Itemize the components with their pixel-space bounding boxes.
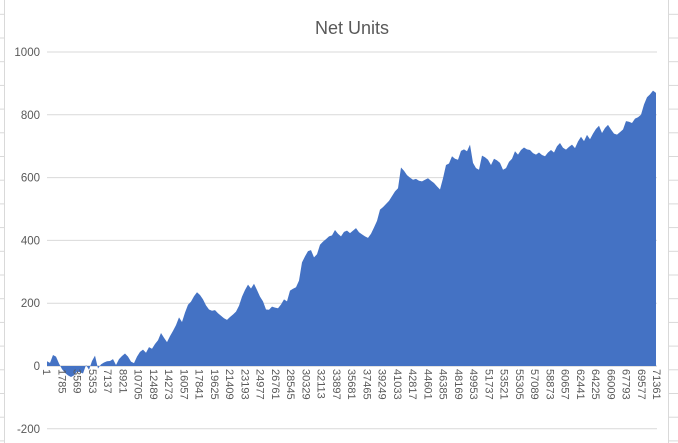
x-tick-label-48169: 48169	[452, 369, 464, 400]
x-tick-label-46385: 46385	[437, 369, 449, 400]
x-tick-label-39249: 39249	[376, 369, 388, 400]
y-tick-label-200: 200	[21, 298, 40, 310]
y-tick-label-400: 400	[21, 235, 40, 247]
x-tick-label-35681: 35681	[345, 369, 357, 400]
x-tick-label-8921: 8921	[116, 369, 128, 393]
spreadsheet-gridlines	[0, 13, 678, 442]
x-tick-label-49953: 49953	[467, 369, 479, 400]
x-tick-label-69577: 69577	[635, 369, 647, 400]
x-tick-label-66009: 66009	[604, 369, 616, 400]
x-tick-label-51737: 51737	[482, 369, 494, 400]
y-tick-label--200: -200	[17, 424, 40, 436]
x-tick-label-62441: 62441	[574, 369, 586, 400]
x-tick-label-26761: 26761	[269, 369, 281, 400]
x-tick-label-1: 1	[40, 369, 52, 375]
x-tick-label-24977: 24977	[254, 369, 266, 400]
x-tick-label-10705: 10705	[132, 369, 144, 400]
y-axis-tick-labels: 1000 800 600 400 200 0 -200	[14, 47, 40, 436]
x-tick-label-71361: 71361	[650, 369, 662, 400]
x-tick-label-30329: 30329	[299, 369, 311, 400]
x-tick-label-33897: 33897	[330, 369, 342, 400]
x-tick-label-19625: 19625	[208, 369, 220, 400]
x-tick-label-1785: 1785	[55, 369, 67, 393]
y-tick-label-0: 0	[34, 361, 40, 373]
x-axis-tick-labels: 1 1785 3569 5353 7137 8921 10705 12489 14273 1605…	[40, 369, 662, 400]
x-tick-label-5353: 5353	[86, 369, 98, 393]
x-tick-label-7137: 7137	[101, 369, 113, 393]
x-tick-label-21409: 21409	[223, 369, 235, 400]
x-tick-label-3569: 3569	[71, 369, 83, 393]
chart-title: Net Units	[315, 18, 389, 38]
y-tick-label-800: 800	[21, 110, 40, 122]
x-tick-label-44601: 44601	[421, 369, 433, 400]
x-tick-label-17841: 17841	[193, 369, 205, 400]
x-tick-label-58873: 58873	[543, 369, 555, 400]
x-tick-label-12489: 12489	[147, 369, 159, 400]
x-tick-label-41033: 41033	[391, 369, 403, 400]
x-tick-label-32113: 32113	[315, 369, 327, 399]
x-tick-label-53521: 53521	[498, 369, 510, 400]
chart-object-border	[4, 0, 669, 443]
x-tick-label-67793: 67793	[620, 369, 632, 400]
y-tick-label-600: 600	[21, 173, 40, 185]
x-tick-label-28545: 28545	[284, 369, 296, 400]
x-tick-label-60657: 60657	[559, 369, 571, 400]
x-tick-label-64225: 64225	[589, 369, 601, 400]
x-tick-label-57089: 57089	[528, 369, 540, 400]
x-tick-label-42817: 42817	[406, 369, 418, 400]
x-tick-label-23193: 23193	[238, 369, 250, 400]
x-tick-label-16057: 16057	[177, 369, 189, 400]
x-tick-label-55305: 55305	[513, 369, 525, 400]
y-tick-label-1000: 1000	[14, 47, 40, 59]
area-series-net-units[interactable]	[47, 90, 656, 377]
x-tick-label-37465: 37465	[360, 369, 372, 400]
x-tick-label-14273: 14273	[162, 369, 174, 400]
